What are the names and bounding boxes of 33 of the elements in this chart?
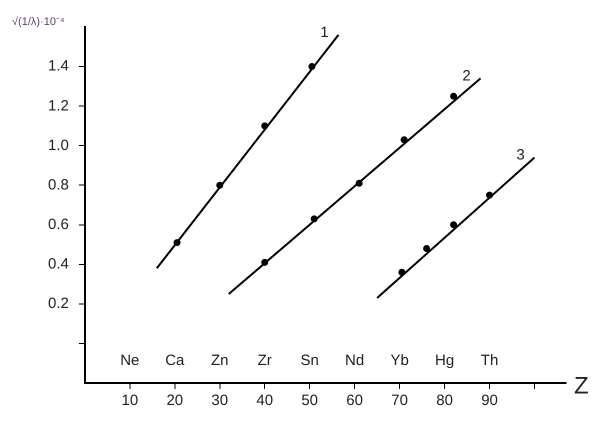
annotation: Ne [120, 352, 140, 370]
x-axis-title: Z [574, 372, 589, 400]
point [450, 92, 458, 100]
x-tick-label: 50 [301, 392, 318, 410]
annotation: Th [480, 352, 498, 370]
y-tick-label: 1.4 [48, 58, 69, 75]
y-tick-label: 0.2 [48, 295, 69, 312]
annotation: Ca [165, 352, 186, 370]
x-tick-label: 80 [436, 392, 453, 410]
series-label: 3 [516, 146, 525, 164]
series-label: 2 [462, 68, 471, 85]
annotation: Yb [390, 352, 409, 370]
x-tick-label: 60 [346, 392, 363, 410]
y-tick-label: 1.2 [48, 97, 69, 114]
x-tick-label: 20 [166, 392, 184, 410]
y-tick-label: 1.0 [48, 136, 69, 154]
x-tick-label: 90 [481, 392, 498, 410]
y-tick-label: 0.8 [48, 176, 69, 194]
x-tick-label: 10 [121, 392, 138, 410]
y-tick-label: 0.6 [48, 216, 69, 233]
annotation: Zr [258, 352, 272, 370]
y-axis-title: √(1/λ)·10⁻⁴ [12, 16, 65, 28]
point [450, 221, 458, 228]
point [423, 245, 430, 252]
annotation: Zn [210, 352, 229, 370]
y-tick-label: 0.4 [48, 255, 69, 272]
x-tick-label: 40 [256, 392, 274, 410]
series-label: 1 [320, 24, 329, 42]
annotation: Sn [300, 352, 319, 370]
annotation: Nd [345, 352, 364, 370]
x-tick-label: 70 [391, 392, 408, 410]
annotation: Hg [434, 352, 454, 370]
x-tick-label: 30 [211, 392, 228, 410]
